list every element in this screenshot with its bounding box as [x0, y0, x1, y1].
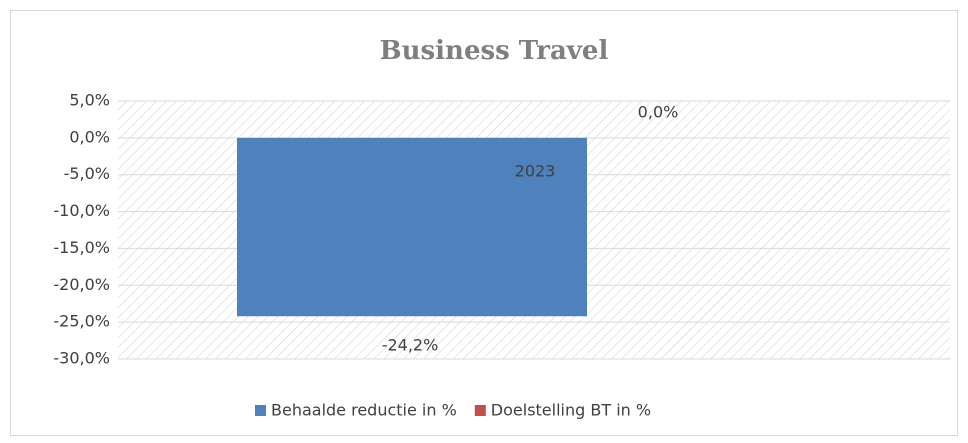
chart-title: Business Travel [380, 36, 609, 66]
legend-swatch [255, 405, 266, 416]
y-tick-label: -30,0% [53, 349, 110, 368]
bar [237, 137, 587, 317]
x-tick-label: 2023 [515, 161, 556, 180]
y-tick-label: -5,0% [64, 164, 110, 183]
data-label: -24,2% [382, 336, 439, 355]
y-tick-label: 0,0% [69, 127, 110, 146]
y-tick-label: -25,0% [53, 312, 110, 331]
legend-label: Doelstelling BT in % [491, 401, 651, 420]
y-tick-label: -15,0% [53, 238, 110, 257]
data-label: 0,0% [638, 102, 679, 121]
y-tick-label: -10,0% [53, 201, 110, 220]
y-tick-label: -20,0% [53, 275, 110, 294]
y-tick-label: 5,0% [69, 91, 110, 110]
legend-label: Behaalde reductie in % [271, 401, 457, 420]
legend-swatch [474, 405, 486, 416]
